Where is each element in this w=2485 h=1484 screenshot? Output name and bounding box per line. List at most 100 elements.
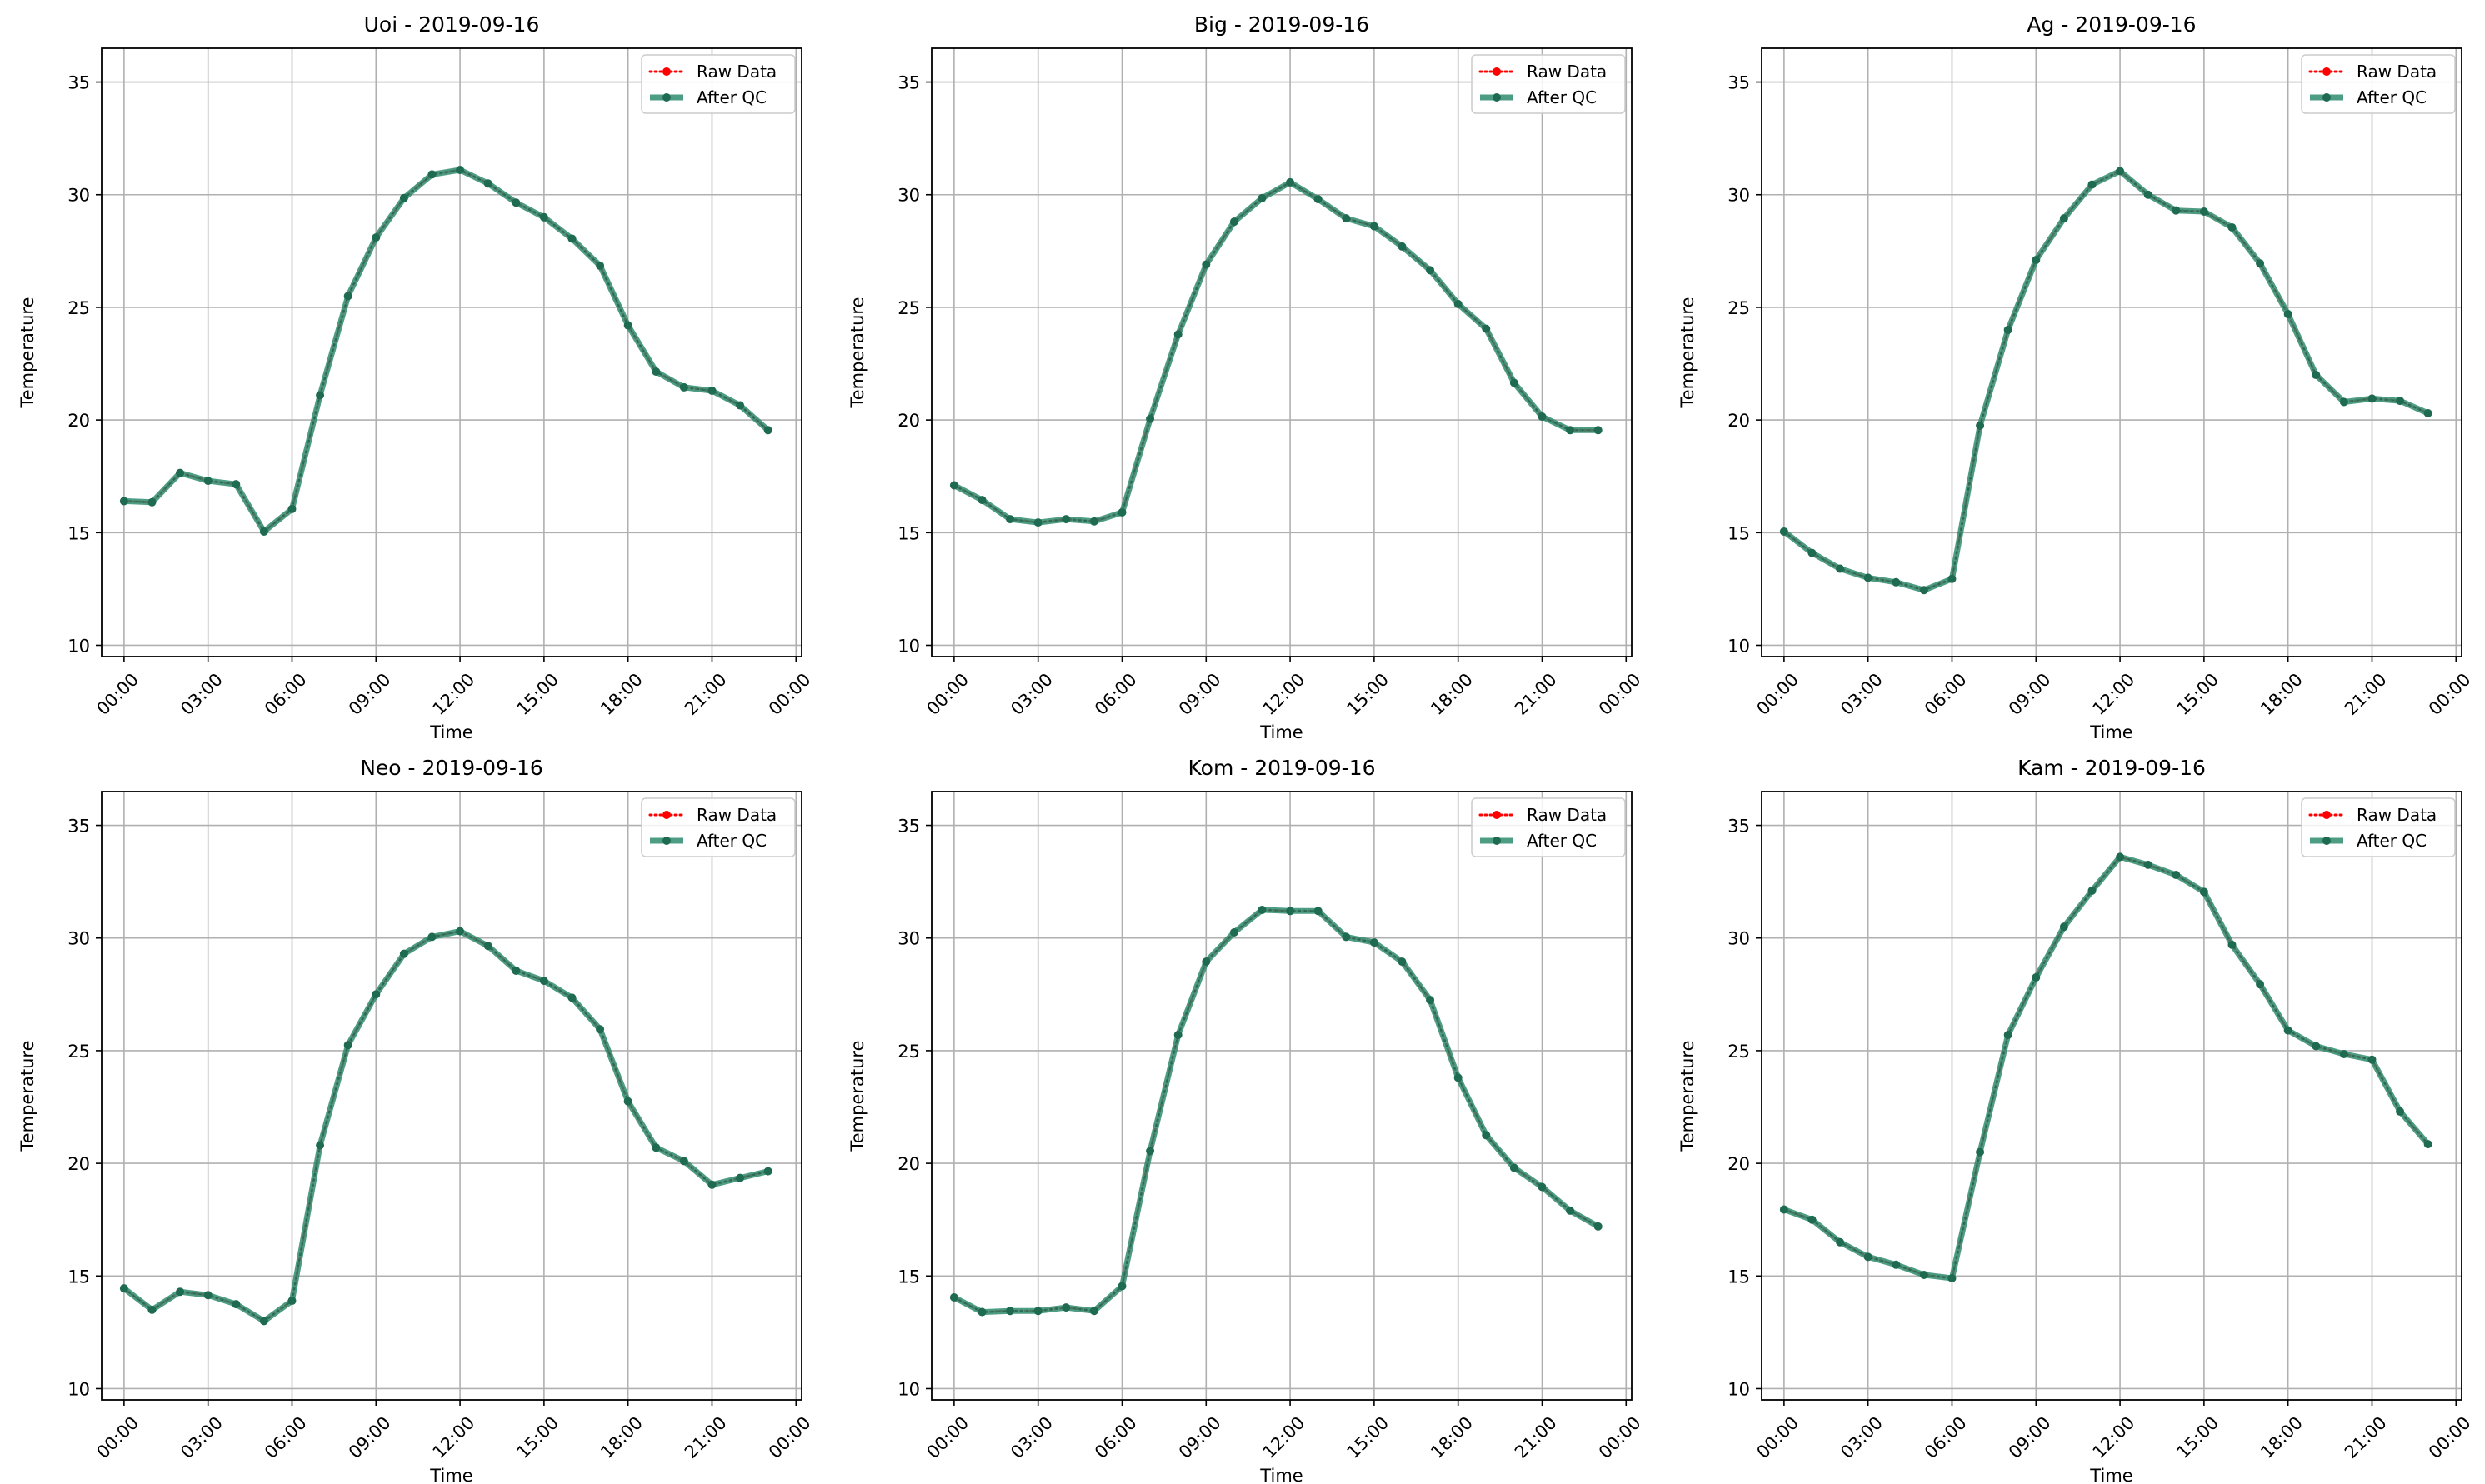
x-tick-label: 18:00 [597,669,647,719]
x-tick-label: 09:00 [2005,1412,2055,1462]
y-tick-label: 10 [898,636,920,656]
x-axis-label: Time [2089,1466,2132,1484]
series-line-after-qc [1782,853,2431,1282]
point-after-qc [176,468,185,477]
point-after-qc [1089,517,1098,526]
legend-label-raw-data: Raw Data [697,805,777,825]
y-tick-label: 10 [898,1379,920,1399]
legend-label-raw-data: Raw Data [697,62,777,82]
legend-marker-raw-data [2322,67,2331,76]
plot-area [932,792,1632,1400]
point-after-qc [1173,1031,1182,1039]
y-tick-label: 25 [898,298,920,318]
x-tick-label: 06:00 [261,669,311,719]
legend-label-raw-data: Raw Data [1527,805,1607,825]
legend-marker-after-qc [1492,837,1501,845]
point-after-qc [288,504,297,513]
point-after-qc [456,166,465,174]
point-after-qc [1976,1147,1985,1157]
y-tick-label: 25 [1728,1042,1750,1062]
point-after-qc [2423,1140,2432,1149]
point-after-qc [1062,515,1071,524]
plot-area [1762,792,2462,1400]
point-after-qc [1229,217,1238,227]
point-after-qc [1033,1307,1042,1316]
point-after-qc [1369,938,1378,947]
plot-area [1762,48,2462,657]
point-after-qc [1836,564,1845,573]
chart-title: Ag - 2019-09-16 [2027,12,2196,37]
x-axis-label: Time [429,722,472,742]
y-tick-label: 10 [1728,1379,1750,1399]
point-after-qc [949,481,958,490]
point-after-qc [1398,957,1407,967]
x-tick-label: 12:00 [429,669,479,719]
point-after-qc [203,477,212,486]
point-after-qc [1808,548,1817,557]
y-tick-label: 30 [68,929,90,949]
y-tick-label: 15 [898,1267,920,1287]
point-after-qc [2199,207,2208,217]
point-after-qc [623,321,632,330]
legend-label-after-qc: After QC [2357,831,2427,851]
point-after-qc [949,1292,958,1302]
legend-marker-after-qc [2322,93,2331,102]
legend-marker-raw-data [2322,811,2331,819]
y-tick-label: 15 [1728,1267,1750,1287]
point-after-qc [736,401,745,410]
axes-frame [1761,791,2462,1401]
x-tick-label: 18:00 [2257,669,2307,719]
point-after-qc [2339,397,2348,407]
y-tick-label: 20 [68,1154,90,1174]
point-after-qc [1229,927,1238,937]
point-after-qc [1173,330,1182,339]
point-after-qc [343,1041,352,1050]
x-tick-label: 18:00 [2257,1412,2307,1462]
axes-frame [101,47,802,657]
y-tick-label: 30 [1728,186,1750,206]
point-after-qc [428,932,437,942]
legend: Raw Data After QC [641,54,796,114]
legend-label-after-qc: After QC [697,87,767,107]
x-tick-label: 09:00 [1175,1412,1225,1462]
chart-title: Uoi - 2019-09-16 [364,12,540,37]
x-tick-label: 06:00 [1921,1412,1971,1462]
y-axis-label: Temperature [18,297,38,408]
legend-marker-after-qc [1492,93,1501,102]
x-tick-label: 21:00 [2341,1412,2391,1462]
point-after-qc [372,233,381,242]
plot-area [102,792,802,1400]
x-tick-label: 21:00 [1511,669,1561,719]
point-after-qc [2256,259,2265,268]
point-after-qc [1398,242,1407,251]
y-axis-label: Temperature [848,297,868,408]
legend-label-after-qc: After QC [697,831,767,851]
point-after-qc [763,1167,772,1176]
point-after-qc [512,966,521,975]
legend-label-raw-data: Raw Data [1527,62,1607,82]
point-after-qc [316,391,325,400]
x-tick-label: 15:00 [512,1412,562,1462]
y-tick-label: 15 [898,523,920,543]
point-after-qc [1593,426,1602,435]
point-after-qc [2003,1031,2012,1039]
x-tick-label: 00:00 [1595,1412,1645,1462]
x-tick-label: 09:00 [2005,669,2055,719]
legend-label-after-qc: After QC [1527,87,1597,107]
point-after-qc [1538,1182,1547,1192]
point-after-qc [2423,409,2432,417]
point-after-qc [1482,324,1491,333]
point-after-qc [1033,518,1042,527]
point-after-qc [2396,1107,2405,1116]
point-after-qc [2312,1042,2321,1051]
point-after-qc [1089,1307,1098,1316]
legend-marker-raw-data [1492,811,1501,819]
point-after-qc [2116,167,2125,176]
axes-frame [931,47,1632,657]
point-after-qc [679,1157,688,1166]
y-tick-label: 30 [898,186,920,206]
point-after-qc [2059,214,2068,223]
y-tick-label: 10 [1728,636,1750,656]
y-tick-label: 20 [898,411,920,431]
point-after-qc [1342,214,1351,223]
